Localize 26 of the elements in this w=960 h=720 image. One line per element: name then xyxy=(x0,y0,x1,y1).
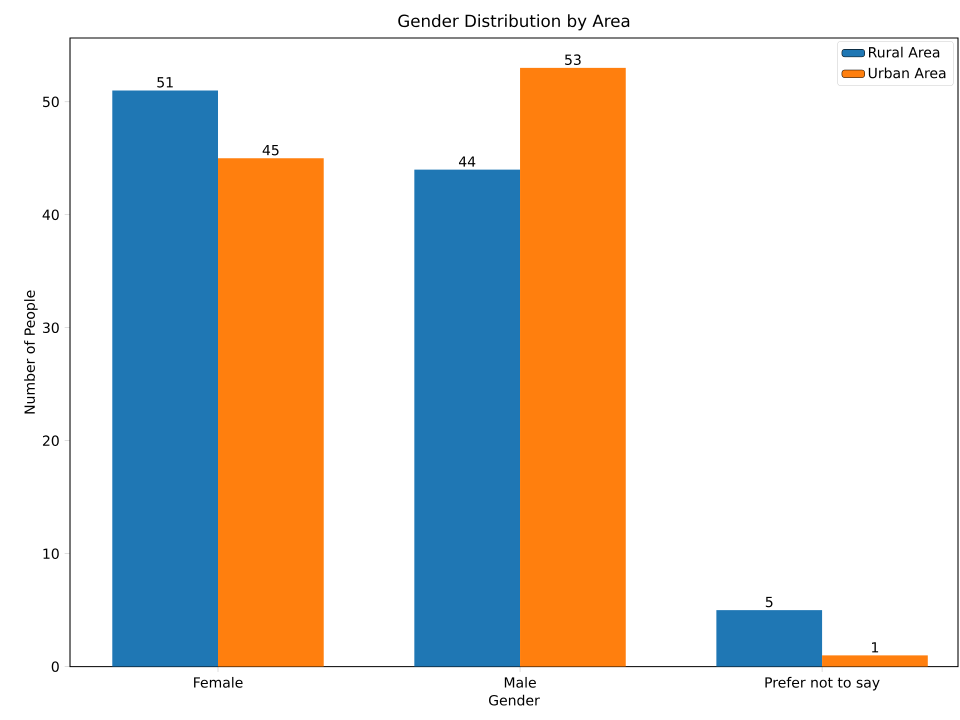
x-tick-label: Female xyxy=(194,676,243,688)
bar xyxy=(716,610,822,667)
x-axis-title: Gender xyxy=(489,694,540,706)
y-tick-label: 50 xyxy=(43,96,59,108)
data-label: 51 xyxy=(157,77,173,88)
data-label: 44 xyxy=(458,156,476,167)
bar xyxy=(112,90,218,667)
legend-label: Urban Area xyxy=(868,67,946,78)
bar xyxy=(414,170,520,667)
data-label: 45 xyxy=(262,144,279,156)
data-label: 1 xyxy=(872,642,878,652)
y-tick-label: 20 xyxy=(42,435,59,446)
bar xyxy=(520,68,626,667)
data-label: 5 xyxy=(766,596,772,608)
bar xyxy=(822,655,928,667)
y-tick-label: 0 xyxy=(52,661,59,672)
y-tick-label: 30 xyxy=(42,322,59,334)
chart-title: Gender Distribution by Area xyxy=(398,14,630,30)
x-tick-label: Prefer not to say xyxy=(765,676,880,690)
y-axis-title: Number of People xyxy=(24,290,38,414)
data-label: 53 xyxy=(565,54,581,65)
y-tick-label: 10 xyxy=(43,548,59,559)
x-tick-label: Male xyxy=(504,676,536,688)
y-tick-label: 40 xyxy=(42,209,59,220)
bar xyxy=(218,158,324,667)
legend-label: Rural Area xyxy=(868,46,940,58)
